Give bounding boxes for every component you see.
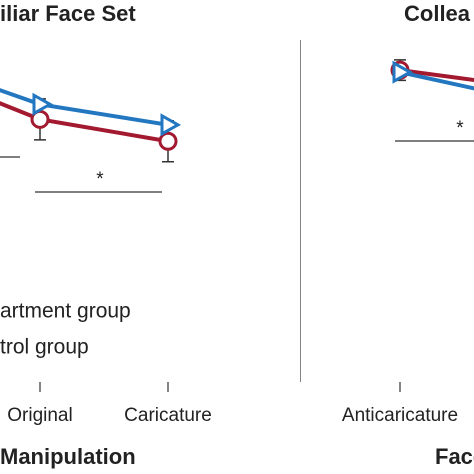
chart-title: Collea [404, 1, 471, 26]
significance-star: * [456, 118, 464, 139]
series-line [399, 70, 474, 91]
significance-star: * [96, 169, 104, 190]
x-axis-label: Manipulation [0, 444, 136, 469]
legend-label: trol group [0, 336, 89, 359]
series-line [0, 101, 169, 144]
panel-right: Collea Face Anticaricature * [300, 1, 474, 469]
x-tick-label: Original [7, 405, 72, 426]
marker [392, 60, 414, 84]
x-axis-label: Face [435, 444, 474, 469]
x-tick-label: Caricature [124, 405, 212, 426]
marker [158, 131, 178, 151]
marker [160, 113, 182, 137]
legend-label: artment group [0, 300, 131, 323]
x-tick-label: Anticaricature [342, 405, 458, 426]
marker [32, 92, 54, 116]
panel-left: iliar Face Set Manipulation Original Carica… [0, 1, 212, 469]
series-line [399, 68, 474, 82]
chart-title: iliar Face Set [0, 1, 136, 26]
